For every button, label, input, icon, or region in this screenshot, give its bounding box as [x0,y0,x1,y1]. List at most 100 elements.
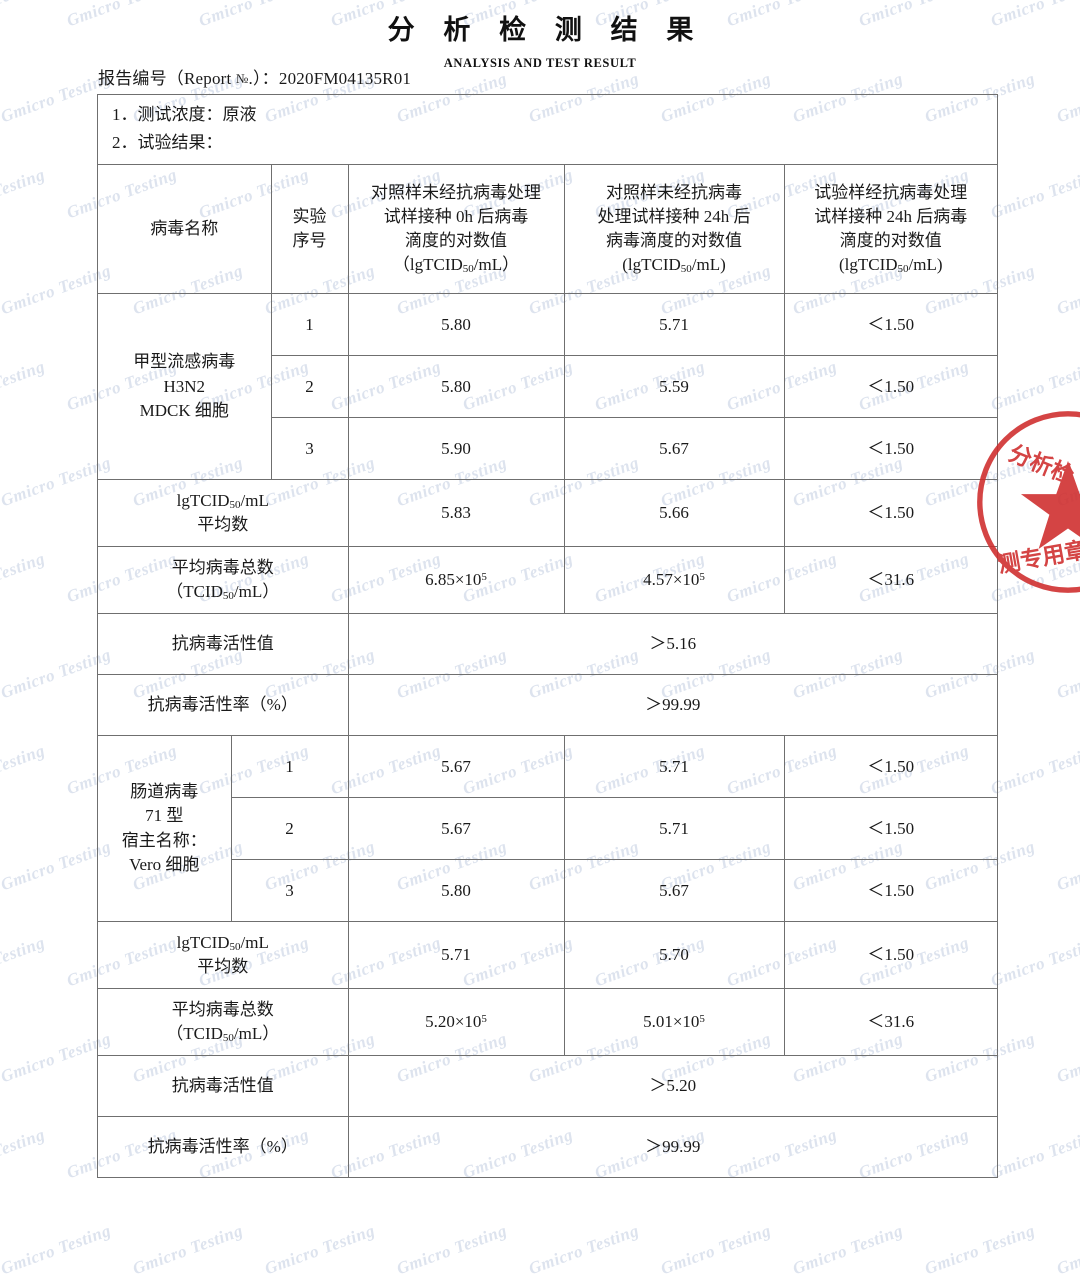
header-control-0h-line1: 对照样未经抗病毒处理 [371,182,541,202]
value-control-0h: 5.67 [347,797,565,861]
virus-name-line3: MDCK 细胞 [139,400,229,420]
header-trial-no-line2: 序号 [292,231,327,251]
header-trial-no-line1: 实验 [292,206,327,226]
value-sample-24h: ＜1.50 [783,797,997,861]
watermark-text: Gmicro Testing [262,1220,378,1279]
value-control-0h: 5.90 [347,417,565,481]
value-sample-24h: ＜1.50 [783,735,997,799]
virus-name-line1: 甲型流感病毒 [133,352,236,372]
label-mean-log-line1: lgTCID50/mL [176,932,269,953]
table-row: 3 5.80 5.67 ＜1.50 [98,859,997,923]
notes-block: 1．测试浓度：原液 2．试验结果： [98,95,997,164]
trial-no: 3 [270,417,349,481]
value-control-24h: 5.67 [563,859,785,923]
mean-total-control-0h: 6.85×105 [347,546,565,615]
watermark-text: Gmicro Testing [1054,1029,1080,1087]
watermark-text: Gmicro Testing [526,1220,642,1279]
label-activity-rate: 抗病毒活性率（%） [98,674,349,737]
mean-total-control-24h: 4.57×105 [563,546,785,615]
label-mean-total-line1: 平均病毒总数 [171,999,274,1019]
table-row: lgTCID50/mL 平均数 5.83 5.66 ＜1.50 [98,479,997,548]
report-number-line: 报告编号（Report №.）：2020FM04135R01 [98,64,411,89]
value-control-0h: 5.67 [347,735,565,799]
value-control-24h: 5.59 [563,355,785,419]
header-trial-no: 实验 序号 [270,164,349,295]
watermark-text: Gmicro Testing [394,1220,510,1279]
header-control-0h-unit: （lgTCID50/mL） [392,254,520,275]
mean-log-control-0h: 5.71 [347,921,565,990]
table-row: 平均病毒总数 （TCID50/mL） 6.85×105 4.57×105 ＜31… [98,546,997,615]
page-title-chinese: 分 析 检 测 结 果 [387,15,705,45]
seal-star-icon [1020,460,1080,550]
page-title-english: ANALYSIS AND TEST RESULT [443,56,637,70]
label-mean-total: 平均病毒总数 （TCID50/mL） [98,988,349,1057]
table-row: 抗病毒活性率（%） ＞99.99 [98,1116,997,1179]
label-mean-log: lgTCID50/mL 平均数 [98,479,349,548]
mean-log-sample-24h: ＜1.50 [783,479,997,548]
value-control-0h: 5.80 [347,293,565,357]
virus-name-enterovirus: 肠道病毒 71 型 宿主名称： Vero 细胞 [98,735,232,923]
label-mean-log-line2: 平均数 [197,515,249,535]
watermark-text: Gmicro Testing [0,1124,48,1183]
virus-name-line4: Vero 细胞 [129,854,200,874]
value-sample-24h: ＜1.50 [783,859,997,923]
label-mean-total-line2: （TCID50/mL） [166,581,280,602]
trial-no: 1 [230,735,349,799]
value-control-0h: 5.80 [347,355,565,419]
watermark-text: Gmicro Testing [988,1124,1080,1183]
seal-text-top: 分析检 [1005,439,1078,489]
mean-total-control-24h: 5.01×105 [563,988,785,1057]
activity-value: ＞5.16 [347,613,997,676]
header-control-24h-line2: 处理试样接种 24h 后 [597,206,751,226]
watermark-text: Gmicro Testing [0,1220,114,1279]
table-row: 抗病毒活性值 ＞5.20 [98,1055,997,1118]
header-sample-24h-line1: 试验样经抗病毒处理 [814,182,968,202]
table-row: 抗病毒活性率（%） ＞99.99 [98,674,997,737]
watermark-text: Gmicro Testing [1054,1221,1080,1279]
mean-total-sample-24h: ＜31.6 [783,546,997,615]
trial-no: 2 [270,355,349,419]
table-row: 平均病毒总数 （TCID50/mL） 5.20×105 5.01×105 ＜31… [98,988,997,1057]
results-table: 病毒名称 实验 序号 对照样未经抗病毒处理 试样接种 0h 后病毒 滴度的对数值… [98,164,997,1179]
mean-total-sample-24h: ＜31.6 [783,988,997,1057]
label-mean-log: lgTCID50/mL 平均数 [98,921,349,990]
numero-sign: № [235,71,249,86]
label-activity-rate: 抗病毒活性率（%） [98,1116,349,1179]
virus-name-line3: 宿主名称： [121,830,207,850]
header-sample-24h-line3: 滴度的对数值 [839,230,942,250]
seal-text-bottom: 测专用章 [996,536,1080,577]
header-control-0h: 对照样未经抗病毒处理 试样接种 0h 后病毒 滴度的对数值 （lgTCID50/… [347,164,565,295]
watermark-text: Gmicro Testing [658,1220,774,1279]
note-test-results: 2．试验结果： [112,132,223,152]
header-control-24h-unit: (lgTCID50/mL) [622,254,726,275]
virus-name-line1: 肠道病毒 [130,782,199,802]
header-control-0h-line2: 试样接种 0h 后病毒 [383,206,529,226]
virus-name-influenza: 甲型流感病毒 H3N2 MDCK 细胞 [98,293,272,481]
mean-total-control-0h: 5.20×105 [347,988,565,1057]
header-sample-24h-unit: (lgTCID50/mL) [838,254,943,275]
label-mean-total-line1: 平均病毒总数 [171,557,274,577]
mean-log-control-0h: 5.83 [347,479,565,548]
trial-no: 2 [230,797,349,861]
report-number-value: 2020FM04135R01 [278,69,412,88]
value-control-24h: 5.67 [563,417,785,481]
value-sample-24h: ＜1.50 [783,355,997,419]
table-row: 肠道病毒 71 型 宿主名称： Vero 细胞 1 5.67 5.71 ＜1.5… [98,735,997,923]
value-control-24h: 5.71 [563,735,785,799]
trial-no: 3 [230,859,349,923]
header-control-24h-line1: 对照样未经抗病毒 [606,182,742,202]
activity-rate: ＞99.99 [347,1116,997,1179]
activity-value: ＞5.20 [347,1055,997,1118]
table-row: 抗病毒活性值 ＞5.16 [98,613,997,676]
header-sample-24h-line2: 试样接种 24h 后病毒 [814,206,968,226]
header-control-24h-line3: 病毒滴度的对数值 [606,230,742,250]
header-control-24h: 对照样未经抗病毒 处理试样接种 24h 后 病毒滴度的对数值 (lgTCID50… [563,164,785,295]
label-mean-total-line2: （TCID50/mL） [166,1023,280,1044]
label-activity-value: 抗病毒活性值 [98,1055,349,1118]
table-row: 甲型流感病毒 H3N2 MDCK 细胞 1 5.80 5.71 ＜1.50 [98,293,997,481]
table-header-row: 病毒名称 实验 序号 对照样未经抗病毒处理 试样接种 0h 后病毒 滴度的对数值… [98,164,997,295]
virus-name-line2: 71 型 [145,806,184,826]
value-sample-24h: ＜1.50 [783,293,997,357]
activity-rate: ＞99.99 [347,674,997,737]
label-mean-total: 平均病毒总数 （TCID50/mL） [98,546,349,615]
